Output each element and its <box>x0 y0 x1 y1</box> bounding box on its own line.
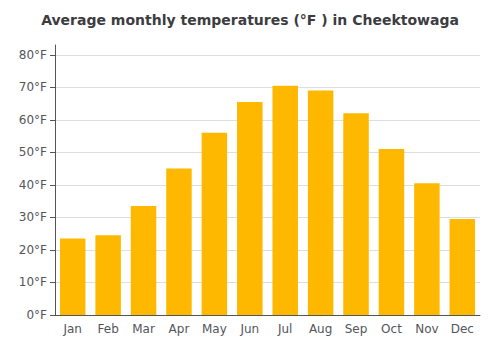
svg-text:Feb: Feb <box>98 322 119 336</box>
svg-text:0°F: 0°F <box>26 308 47 322</box>
svg-text:May: May <box>202 322 227 336</box>
svg-text:Apr: Apr <box>169 322 190 336</box>
svg-text:60°F: 60°F <box>19 113 47 127</box>
svg-text:Jul: Jul <box>277 322 292 336</box>
svg-text:Sep: Sep <box>345 322 368 336</box>
svg-text:30°F: 30°F <box>19 210 47 224</box>
svg-text:50°F: 50°F <box>19 145 47 159</box>
svg-text:20°F: 20°F <box>19 243 47 257</box>
svg-text:Nov: Nov <box>415 322 438 336</box>
svg-text:Oct: Oct <box>381 322 402 336</box>
svg-text:Aug: Aug <box>309 322 332 336</box>
svg-text:10°F: 10°F <box>19 275 47 289</box>
svg-text:80°F: 80°F <box>19 48 47 62</box>
svg-text:Dec: Dec <box>451 322 474 336</box>
svg-text:Jan: Jan <box>62 322 82 336</box>
svg-text:Jun: Jun <box>239 322 259 336</box>
svg-text:70°F: 70°F <box>19 80 47 94</box>
svg-text:Average monthly temperatures (: Average monthly temperatures (°F ) in Ch… <box>41 12 459 28</box>
svg-text:Mar: Mar <box>132 322 155 336</box>
svg-text:40°F: 40°F <box>19 178 47 192</box>
